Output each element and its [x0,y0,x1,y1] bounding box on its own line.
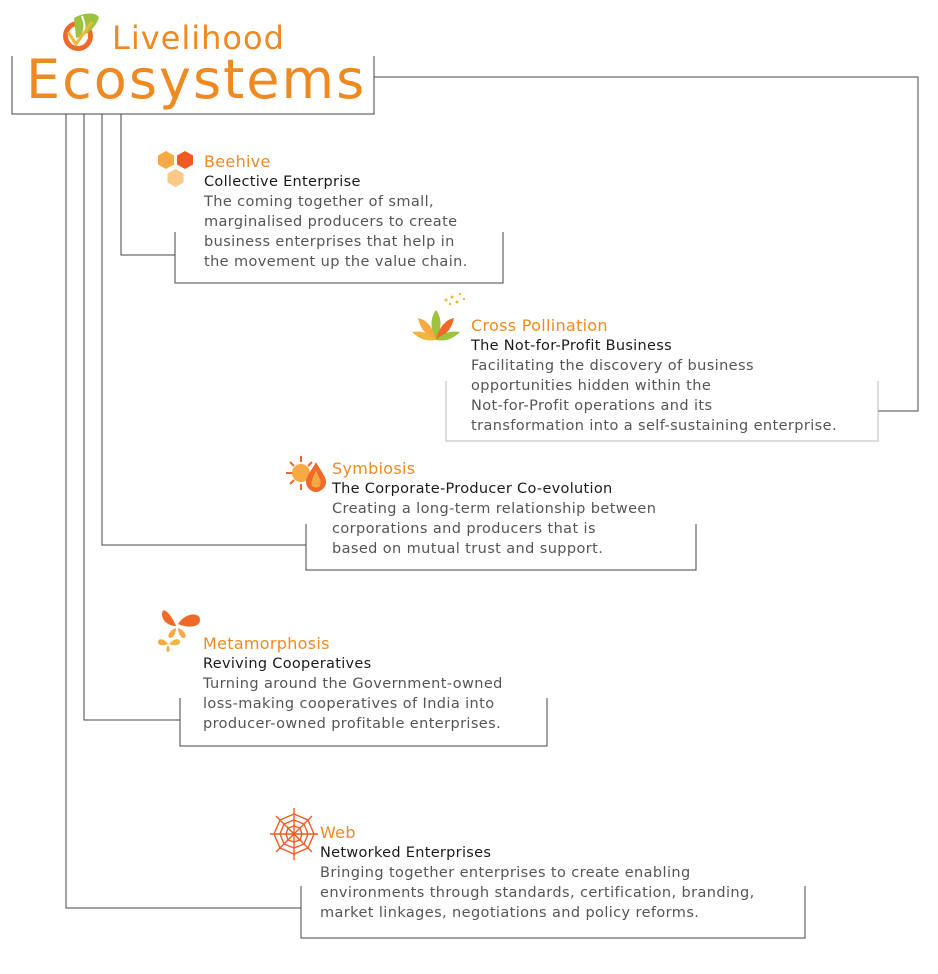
connector-metamorphosis [83,114,180,721]
bracket-metamorphosis [179,698,548,747]
hexagon-cluster-icon [158,151,193,187]
item-metamorphosis: Metamorphosis Reviving Cooperatives Turn… [203,634,503,734]
title-line-1: Livelihood [112,19,285,57]
item-name: Metamorphosis [203,634,330,653]
item-beehive: Beehive Collective Enterprise The coming… [204,152,468,272]
connector-beehive [120,114,175,256]
item-description: Facilitating the discovery of business o… [471,358,837,434]
spider-web-icon [270,808,318,860]
item-description: Creating a long-term relationship betwee… [332,501,657,557]
item-name: Cross Pollination [471,316,608,335]
title-line-2: Ecosystems [26,48,367,111]
item-description: The coming together of small, marginalis… [204,194,468,270]
item-name: Web [320,823,356,842]
item-web: Web Networked Enterprises Bringing toget… [320,823,755,923]
flower-icon [412,292,466,341]
item-description: Turning around the Government-owned loss… [203,676,503,732]
bracket-cross-pollination [445,381,879,442]
connector-symbiosis [101,114,306,546]
bracket-symbiosis [305,524,697,571]
item-cross-pollination: Cross Pollination The Not-for-Profit Bus… [471,316,837,436]
sun-drop-icon [286,456,326,492]
item-name: Symbiosis [332,459,416,478]
logo-leaf-icon [63,13,99,51]
item-subtitle: Networked Enterprises [320,845,492,861]
connector-cross-pollination [374,76,919,412]
bracket-beehive [174,232,504,284]
butterfly-icon [158,610,200,652]
item-description: Bringing together enterprises to create … [320,865,755,921]
connector-web [65,114,301,909]
item-subtitle: Collective Enterprise [204,174,361,190]
item-subtitle: Reviving Cooperatives [203,656,372,672]
item-symbiosis: Symbiosis The Corporate-Producer Co-evol… [332,459,656,559]
item-name: Beehive [204,152,271,171]
bracket-web [300,886,806,939]
title-box [11,56,375,115]
item-subtitle: The Corporate-Producer Co-evolution [332,481,613,497]
item-subtitle: The Not-for-Profit Business [471,338,672,354]
